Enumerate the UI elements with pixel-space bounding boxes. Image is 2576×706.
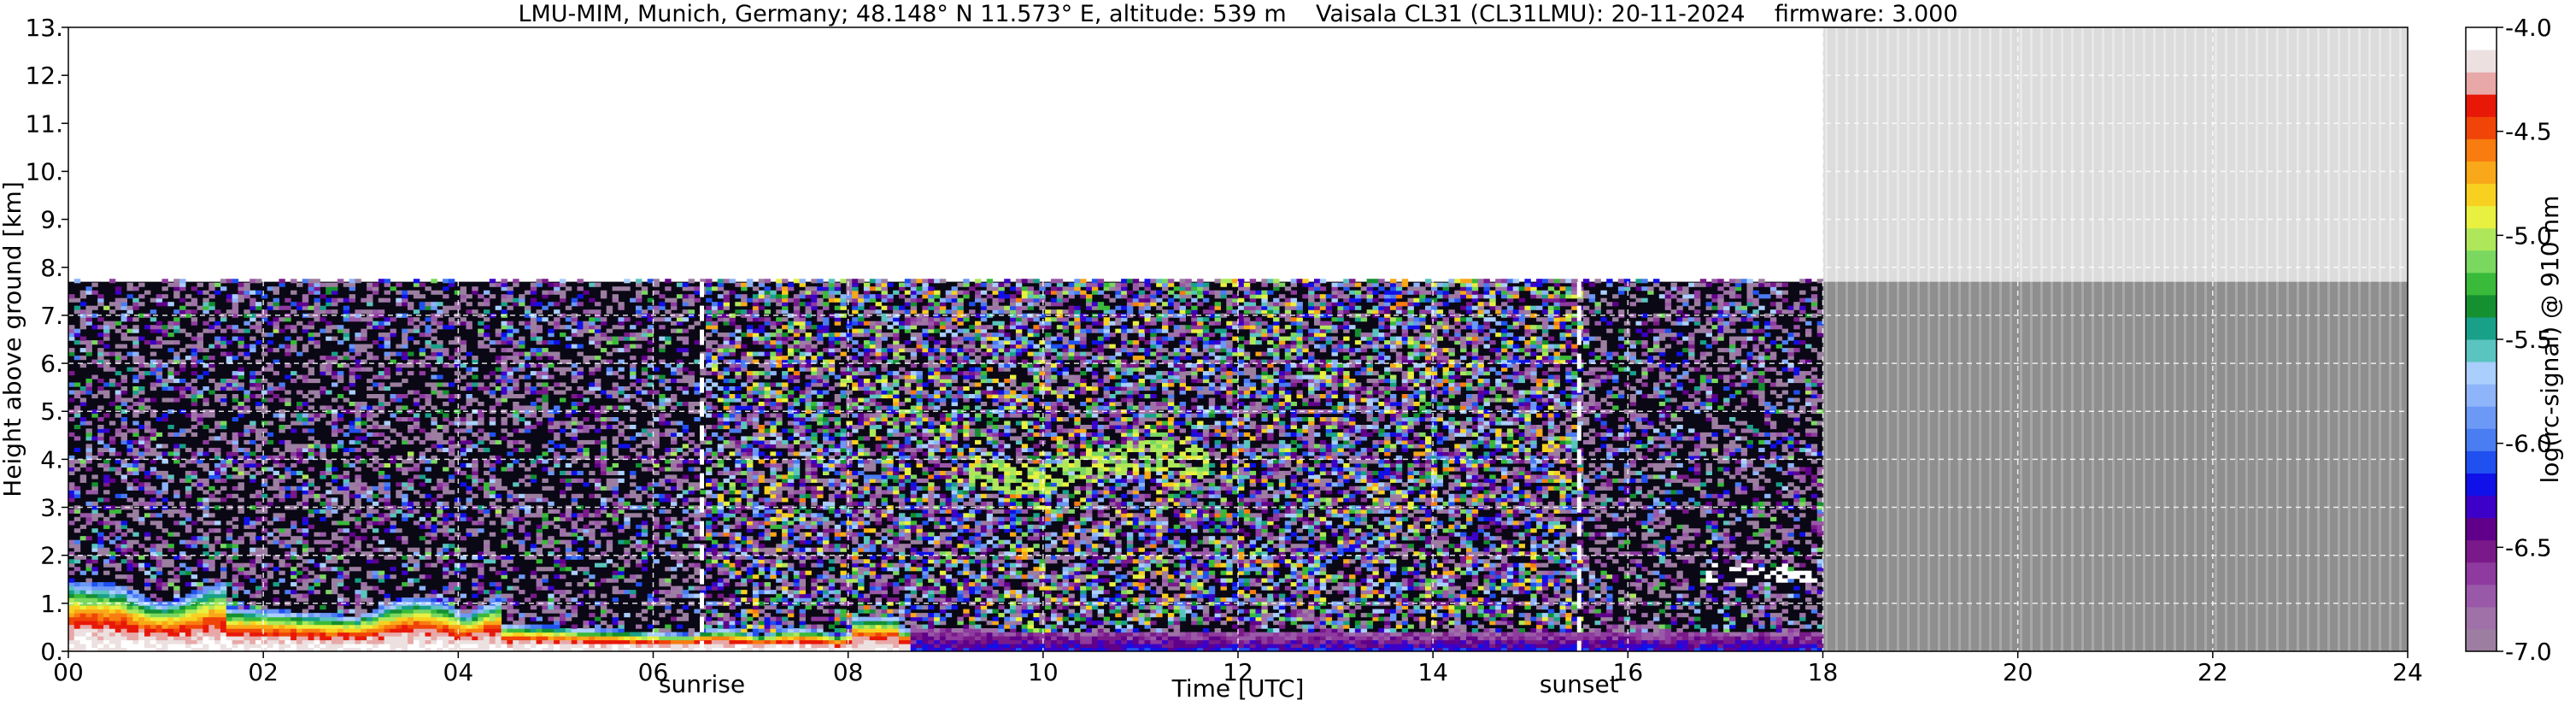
colorbar-swatch [2466, 540, 2497, 563]
colorbar-swatch [2466, 607, 2497, 630]
colorbar-swatch [2466, 317, 2497, 340]
y-tick-label: 11. [25, 109, 63, 138]
colorbar-swatch [2466, 339, 2497, 362]
colorbar-swatch [2466, 94, 2497, 117]
colorbar-swatch [2466, 228, 2497, 251]
colorbar-swatch [2466, 406, 2497, 429]
plot-area [68, 27, 2408, 652]
y-tick-label: 9. [40, 206, 63, 234]
x-tick-label: 18 [1808, 658, 1839, 686]
colorbar-tick-label: -4.0 [2505, 14, 2552, 42]
colorbar-tick-label: -7.0 [2505, 638, 2552, 666]
colorbar-tick-label: -4.5 [2505, 118, 2552, 146]
sunset-label: sunset [1540, 670, 1619, 698]
sun-marker-labels: sunrise sunset [659, 670, 1619, 698]
colorbar-label: log(rc-signal) @ 910 nm [2536, 196, 2564, 484]
colorbar-swatch [2466, 250, 2497, 274]
y-tick-label: 5. [40, 397, 63, 426]
colorbar-swatch [2466, 496, 2497, 519]
y-tick-label: 1. [40, 590, 63, 618]
y-tick-label: 6. [40, 350, 63, 378]
y-tick-label: 2. [40, 542, 63, 570]
y-axis-label: Height above ground [km] [0, 181, 26, 497]
x-tick-label: 08 [833, 658, 864, 686]
x-tick-label: 02 [248, 658, 279, 686]
chart-title: LMU-MIM, Munich, Germany; 48.148° N 11.5… [518, 1, 1957, 27]
y-axis-ticks: 0. 1. 2. 3. 4. 5. 6. 7. 8. 9. 10. 11. 12. 13. [25, 14, 68, 666]
sunrise-label: sunrise [659, 670, 745, 698]
y-tick-label: 10. [25, 157, 63, 185]
x-tick-label: 20 [2003, 658, 2033, 686]
colorbar-swatch [2466, 273, 2497, 296]
y-tick-label: 7. [40, 302, 63, 330]
colorbar-swatch [2466, 518, 2497, 541]
x-tick-label: 10 [1028, 658, 1059, 686]
colorbar-swatch [2466, 206, 2497, 229]
x-tick-label: 22 [2198, 658, 2228, 686]
colorbar-swatch [2466, 184, 2497, 207]
colorbar-swatch [2466, 138, 2497, 162]
x-tick-label: 24 [2392, 658, 2423, 686]
colorbar-swatch [2466, 473, 2497, 496]
colorbar-swatch [2466, 116, 2497, 139]
colorbar-swatch [2466, 362, 2497, 385]
colorbar-swatch [2466, 50, 2497, 73]
y-tick-label: 12. [25, 62, 63, 90]
colorbar-swatch [2466, 585, 2497, 608]
colorbar-swatch [2466, 384, 2497, 407]
colorbar-swatch [2466, 72, 2497, 95]
y-tick-label: 13. [25, 14, 63, 42]
y-tick-label: 8. [40, 254, 63, 282]
y-tick-label: 0. [40, 638, 63, 666]
colorbar-swatch [2466, 562, 2497, 585]
y-tick-label: 4. [40, 445, 63, 474]
colorbar-swatch [2466, 295, 2497, 318]
colorbar-swatch [2466, 428, 2497, 451]
colorbar-swatch [2466, 161, 2497, 184]
no-data-upper [1823, 27, 2409, 282]
colorbar-tick-label: -6.5 [2505, 533, 2552, 562]
y-tick-label: 3. [40, 494, 63, 522]
x-tick-label: 04 [443, 658, 474, 686]
colorbar-swatch [2466, 27, 2497, 50]
colorbar-swatch [2466, 629, 2497, 652]
x-axis-label: Time [UTC] [1171, 674, 1305, 703]
no-data-lower [1823, 282, 2409, 651]
colorbar-swatch [2466, 450, 2497, 474]
x-tick-label: 14 [1417, 658, 1448, 686]
